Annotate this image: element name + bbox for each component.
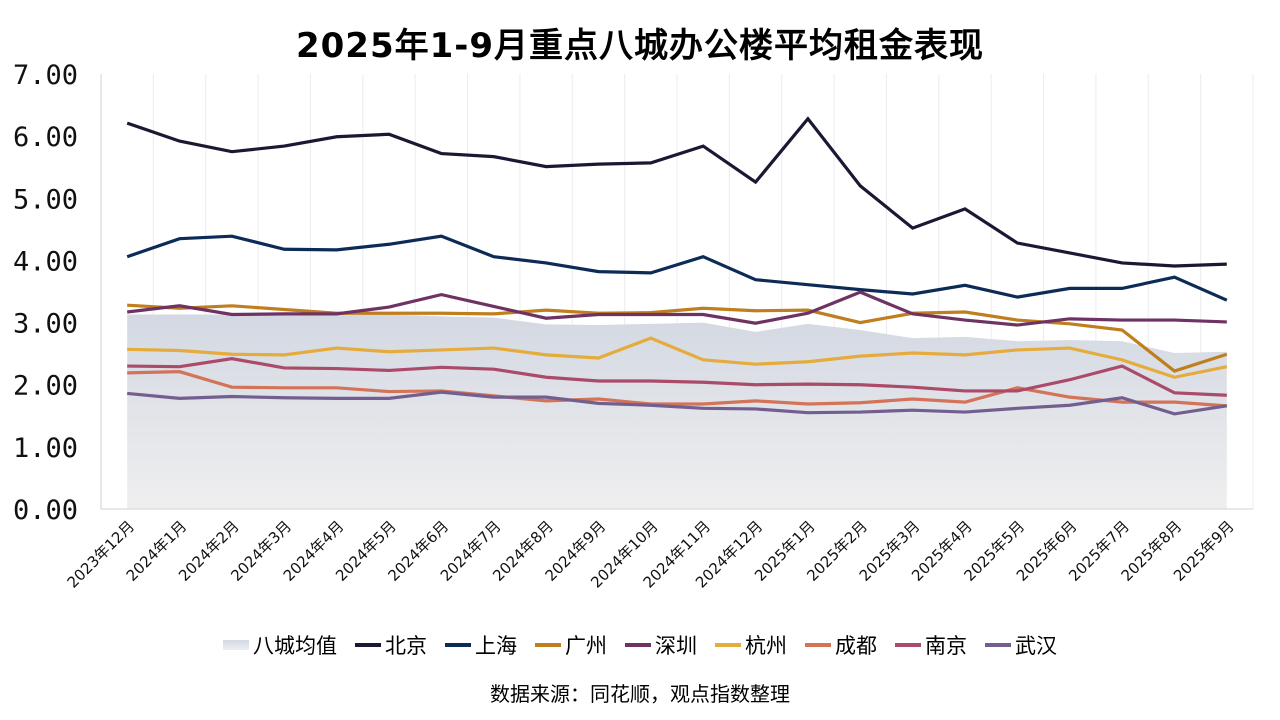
legend-line-swatch bbox=[625, 643, 651, 647]
legend-item: 北京 bbox=[355, 630, 427, 660]
legend-label: 北京 bbox=[385, 634, 427, 658]
y-tick-label: 2.00 bbox=[13, 371, 78, 402]
legend-item: 杭州 bbox=[715, 630, 787, 660]
legend-label: 武汉 bbox=[1015, 634, 1057, 658]
y-tick-label: 0.00 bbox=[13, 495, 78, 526]
area-八城均值 bbox=[127, 314, 1227, 509]
y-tick-label: 1.00 bbox=[13, 433, 78, 464]
legend-label: 八城均值 bbox=[253, 634, 337, 658]
axes bbox=[100, 74, 1254, 510]
legend-line-swatch bbox=[895, 643, 921, 647]
average-area-layer bbox=[127, 314, 1227, 509]
y-tick-label: 4.00 bbox=[13, 246, 78, 277]
legend-area-swatch bbox=[223, 640, 249, 650]
legend-line-swatch bbox=[985, 643, 1011, 647]
series-lines bbox=[126, 116, 1228, 416]
y-tick-label: 3.00 bbox=[13, 309, 78, 340]
series-line-南京 bbox=[127, 356, 1227, 397]
y-tick-label: 7.00 bbox=[13, 60, 78, 91]
legend-label: 成都 bbox=[835, 634, 877, 658]
legend-label: 杭州 bbox=[745, 634, 787, 658]
x-axis-ticks: 2023年12月2024年1月2024年2月2024年3月2024年4月2024… bbox=[64, 517, 1238, 591]
legend: 八城均值 北京 上海 广州 深圳 杭州 成都 南京 武汉 bbox=[0, 630, 1280, 660]
legend-label: 上海 bbox=[475, 634, 517, 658]
legend-label: 南京 bbox=[925, 634, 967, 658]
legend-item: 八城均值 bbox=[223, 630, 337, 660]
y-axis-ticks: 0.00 1.00 2.00 3.00 4.00 5.00 6.00 7.00 bbox=[13, 60, 78, 526]
series-line-武汉 bbox=[127, 390, 1228, 416]
y-tick-label: 5.00 bbox=[13, 184, 78, 215]
legend-line-swatch bbox=[715, 643, 741, 647]
legend-item: 成都 bbox=[805, 630, 877, 660]
y-tick-label: 6.00 bbox=[13, 122, 78, 153]
legend-item: 深圳 bbox=[625, 630, 697, 660]
legend-line-swatch bbox=[805, 643, 831, 647]
series-line-上海 bbox=[126, 234, 1228, 302]
legend-item: 武汉 bbox=[985, 630, 1057, 660]
series-line-成都 bbox=[127, 370, 1227, 408]
legend-item: 南京 bbox=[895, 630, 967, 660]
legend-label: 深圳 bbox=[655, 634, 697, 658]
legend-label: 广州 bbox=[565, 634, 607, 658]
legend-line-swatch bbox=[445, 643, 471, 647]
source-note: 数据来源：同花顺，观点指数整理 bbox=[490, 682, 790, 706]
chart-title: 2025年1-9月重点八城办公楼平均租金表现 bbox=[295, 26, 985, 66]
legend-item: 广州 bbox=[535, 630, 607, 660]
series-line-深圳 bbox=[126, 290, 1227, 327]
legend-item: 上海 bbox=[445, 630, 517, 660]
x-tick-label: 2023年12月 bbox=[64, 517, 138, 591]
legend-line-swatch bbox=[355, 643, 381, 647]
series-line-北京 bbox=[126, 116, 1227, 268]
legend-line-swatch bbox=[535, 643, 561, 647]
series-line-杭州 bbox=[127, 336, 1228, 379]
